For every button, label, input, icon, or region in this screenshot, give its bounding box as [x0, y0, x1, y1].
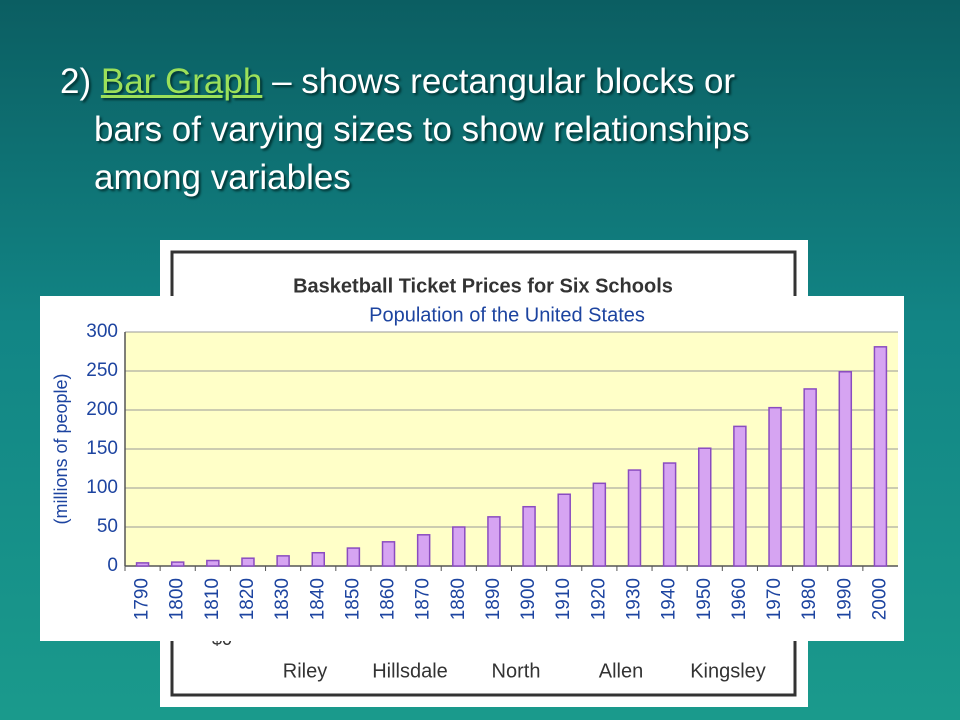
bar	[873, 346, 888, 567]
x-tick-label: 1970	[764, 578, 785, 620]
link[interactable]: Bar Graph	[100, 62, 263, 101]
bar	[241, 557, 255, 567]
x-tick-label: 2000	[869, 578, 890, 620]
y-tick-label: 100	[86, 477, 118, 498]
back-label: North	[492, 660, 541, 682]
x-tick-label: 1990	[834, 578, 855, 620]
bar	[487, 516, 501, 567]
text-line: – shows rectangular blocks or	[272, 62, 736, 101]
bar	[416, 534, 431, 567]
slide-text: 2) Bar Graph – shows rectangular blocks …	[60, 58, 750, 202]
bar	[381, 541, 396, 567]
x-tick-label: 1830	[272, 578, 293, 620]
bar	[135, 562, 150, 567]
bar	[276, 555, 290, 567]
bar	[698, 447, 712, 567]
bar	[662, 462, 677, 567]
x-tick-label: 1870	[413, 578, 434, 620]
y-tick-label: 50	[97, 516, 118, 537]
y-tick-label: 300	[86, 321, 118, 342]
y-tick-label: 150	[86, 438, 118, 459]
x-tick-label: 1900	[518, 578, 539, 620]
bullet: 2)	[60, 62, 92, 101]
chart-title: Population of the United States	[369, 304, 645, 326]
bar	[452, 526, 466, 567]
back-label: Riley	[283, 660, 327, 682]
bar	[170, 561, 185, 567]
bar	[522, 505, 536, 567]
y-tick-label: 0	[107, 555, 118, 576]
bar	[838, 371, 853, 567]
x-tick-label: 1950	[694, 578, 715, 620]
x-tick-label: 1980	[799, 578, 820, 620]
bar	[557, 493, 571, 567]
x-tick-label: 1940	[659, 578, 680, 620]
bar	[346, 547, 361, 567]
bar	[733, 425, 747, 567]
bar	[206, 559, 220, 567]
x-tick-label: 1810	[202, 578, 223, 620]
text-line: bars of varying sizes to show relationsh…	[94, 110, 750, 149]
x-tick-label: 1860	[378, 578, 399, 620]
x-tick-label: 1850	[342, 578, 363, 620]
back-label: Hillsdale	[372, 660, 448, 682]
y-tick-label: 250	[86, 360, 118, 381]
back-label: Kingsley	[690, 660, 766, 682]
back-label: Allen	[599, 660, 643, 682]
bar	[627, 469, 642, 567]
bar	[311, 551, 325, 567]
bar	[803, 388, 817, 567]
text-line: among variables	[94, 158, 351, 197]
y-axis-label: (millions of people)	[51, 373, 71, 524]
x-tick-label: 1840	[307, 578, 328, 620]
y-tick-label: 200	[86, 399, 118, 420]
x-tick-label: 1910	[553, 578, 574, 620]
x-tick-label: 1800	[167, 578, 188, 620]
x-tick-label: 1890	[483, 578, 504, 620]
bar	[768, 406, 782, 567]
back-title: Basketball Ticket Prices for Six Schools	[293, 275, 673, 297]
x-tick-label: 1930	[623, 578, 644, 620]
x-tick-label: 1880	[448, 578, 469, 620]
x-tick-label: 1960	[729, 578, 750, 620]
x-tick-label: 1790	[132, 578, 153, 620]
x-tick-label: 1820	[237, 578, 258, 620]
x-tick-label: 1920	[588, 578, 609, 620]
bar	[592, 482, 607, 567]
